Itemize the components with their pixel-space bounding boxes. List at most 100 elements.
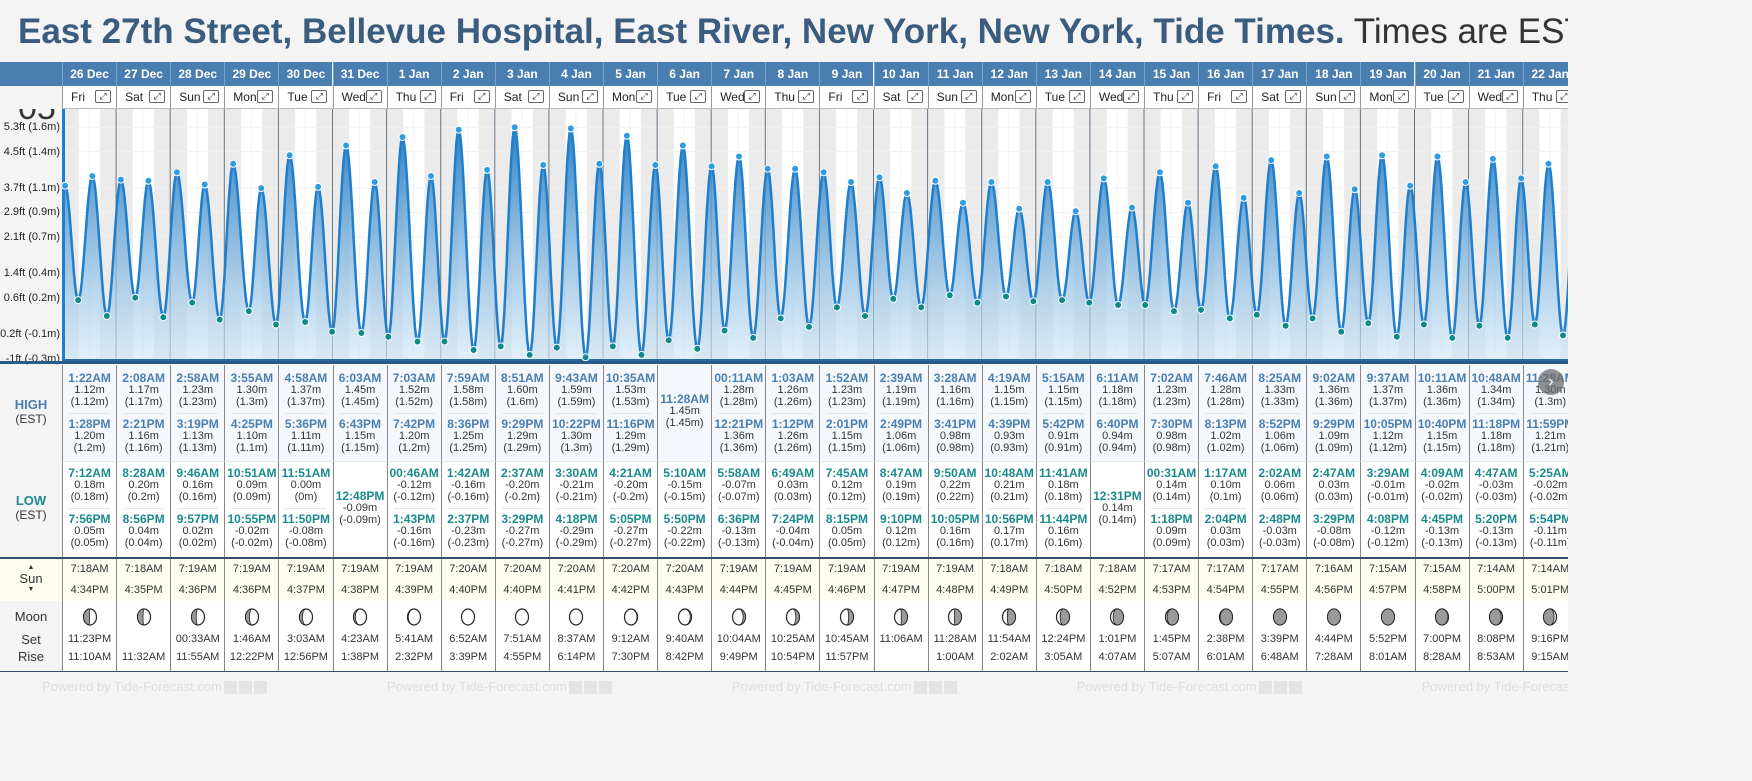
expand-day-icon[interactable]: ⤢: [1393, 90, 1410, 103]
high-tide-point[interactable]: [510, 123, 519, 132]
expand-day-icon[interactable]: ⤢: [1068, 90, 1085, 103]
low-tide-point[interactable]: [1029, 297, 1038, 306]
high-tide-point[interactable]: [88, 172, 97, 180]
high-tide-point[interactable]: [1155, 168, 1164, 177]
high-tide-point[interactable]: [342, 141, 351, 150]
high-tide-point[interactable]: [1488, 154, 1497, 163]
low-tide-point[interactable]: [328, 327, 337, 336]
expand-day-icon[interactable]: ⤢: [95, 90, 112, 103]
low-tide-point[interactable]: [1002, 292, 1010, 301]
low-tide-point[interactable]: [1475, 321, 1484, 330]
low-tide-point[interactable]: [496, 342, 505, 351]
low-tide-point[interactable]: [1337, 327, 1346, 336]
high-tide-point[interactable]: [427, 172, 435, 180]
next-arrow-button[interactable]: ›: [1538, 369, 1564, 395]
low-tide-point[interactable]: [1281, 321, 1290, 330]
high-tide-point[interactable]: [819, 168, 828, 177]
high-tide-point[interactable]: [370, 178, 379, 186]
low-tide-point[interactable]: [1252, 310, 1261, 319]
expand-day-icon[interactable]: ⤢: [1285, 90, 1302, 103]
low-tide-point[interactable]: [272, 320, 280, 329]
high-tide-point[interactable]: [1461, 178, 1470, 186]
high-tide-point[interactable]: [987, 178, 996, 186]
high-tide-point[interactable]: [454, 125, 463, 134]
low-tide-point[interactable]: [552, 343, 561, 352]
low-tide-point[interactable]: [1058, 296, 1067, 305]
high-tide-point[interactable]: [539, 161, 548, 169]
low-tide-point[interactable]: [861, 312, 869, 320]
low-tide-point[interactable]: [244, 307, 253, 316]
expand-day-icon[interactable]: ⤢: [257, 90, 274, 103]
low-tide-point[interactable]: [413, 337, 422, 346]
expand-day-icon[interactable]: ⤢: [960, 90, 977, 103]
high-tide-point[interactable]: [116, 175, 125, 184]
high-tide-point[interactable]: [902, 189, 911, 197]
expand-day-icon[interactable]: ⤢: [311, 90, 328, 103]
low-tide-point[interactable]: [1448, 333, 1457, 342]
high-tide-point[interactable]: [483, 165, 492, 174]
high-tide-point[interactable]: [678, 141, 687, 150]
low-tide-point[interactable]: [1085, 298, 1094, 307]
high-tide-point[interactable]: [1043, 178, 1052, 186]
high-tide-point[interactable]: [229, 159, 238, 168]
expand-day-icon[interactable]: ⤢: [527, 90, 544, 103]
high-tide-point[interactable]: [1015, 204, 1024, 213]
low-tide-point[interactable]: [581, 353, 590, 361]
low-tide-point[interactable]: [215, 315, 224, 324]
low-tide-point[interactable]: [637, 350, 646, 359]
low-tide-point[interactable]: [749, 333, 758, 342]
low-tide-point[interactable]: [159, 313, 168, 322]
low-tide-point[interactable]: [832, 303, 841, 312]
expand-day-icon[interactable]: ⤢: [906, 90, 923, 103]
low-tide-point[interactable]: [131, 293, 140, 302]
expand-day-icon[interactable]: ⤢: [1555, 90, 1568, 103]
low-tide-point[interactable]: [1392, 332, 1401, 341]
high-tide-point[interactable]: [1406, 181, 1415, 190]
expand-day-icon[interactable]: ⤢: [798, 90, 815, 103]
high-tide-point[interactable]: [931, 176, 940, 185]
high-tide-point[interactable]: [62, 181, 70, 190]
high-tide-point[interactable]: [959, 198, 967, 207]
high-tide-point[interactable]: [172, 168, 181, 177]
low-tide-point[interactable]: [1225, 314, 1234, 323]
low-tide-point[interactable]: [384, 332, 393, 341]
low-tide-point[interactable]: [917, 303, 926, 312]
expand-day-icon[interactable]: ⤢: [581, 90, 598, 103]
low-tide-point[interactable]: [1170, 307, 1178, 316]
low-tide-point[interactable]: [1114, 301, 1123, 309]
high-tide-point[interactable]: [314, 182, 323, 191]
expand-day-icon[interactable]: ⤢: [852, 90, 869, 103]
expand-day-icon[interactable]: ⤢: [1447, 90, 1464, 103]
low-tide-point[interactable]: [1530, 320, 1539, 329]
expand-day-icon[interactable]: ⤢: [1339, 90, 1356, 103]
low-tide-point[interactable]: [664, 336, 673, 345]
high-tide-point[interactable]: [200, 180, 209, 189]
high-tide-point[interactable]: [398, 133, 407, 141]
low-tide-point[interactable]: [608, 342, 617, 351]
high-tide-point[interactable]: [847, 178, 855, 186]
expand-day-icon[interactable]: ⤢: [203, 90, 220, 103]
low-tide-point[interactable]: [1559, 331, 1567, 340]
low-tide-point[interactable]: [720, 326, 729, 335]
low-tide-point[interactable]: [1197, 305, 1205, 314]
high-tide-point[interactable]: [875, 173, 884, 182]
low-tide-point[interactable]: [301, 318, 310, 326]
high-tide-point[interactable]: [735, 152, 743, 161]
expand-day-icon[interactable]: ⤢: [690, 90, 707, 103]
expand-day-icon[interactable]: ⤢: [636, 90, 653, 103]
low-tide-point[interactable]: [805, 322, 813, 331]
low-tide-point[interactable]: [440, 337, 449, 346]
low-tide-point[interactable]: [1308, 314, 1317, 323]
expand-day-icon[interactable]: ⤢: [1122, 90, 1139, 103]
expand-day-icon[interactable]: ⤢: [1177, 90, 1194, 103]
low-tide-point[interactable]: [357, 329, 366, 337]
high-tide-point[interactable]: [622, 131, 631, 140]
high-tide-point[interactable]: [1184, 198, 1192, 207]
high-tide-point[interactable]: [1099, 174, 1108, 183]
expand-day-icon[interactable]: ⤢: [473, 90, 490, 103]
low-tide-point[interactable]: [973, 298, 982, 307]
low-tide-point[interactable]: [188, 298, 197, 307]
low-tide-point[interactable]: [74, 296, 83, 305]
high-tide-point[interactable]: [763, 164, 772, 173]
high-tide-point[interactable]: [1322, 152, 1331, 161]
